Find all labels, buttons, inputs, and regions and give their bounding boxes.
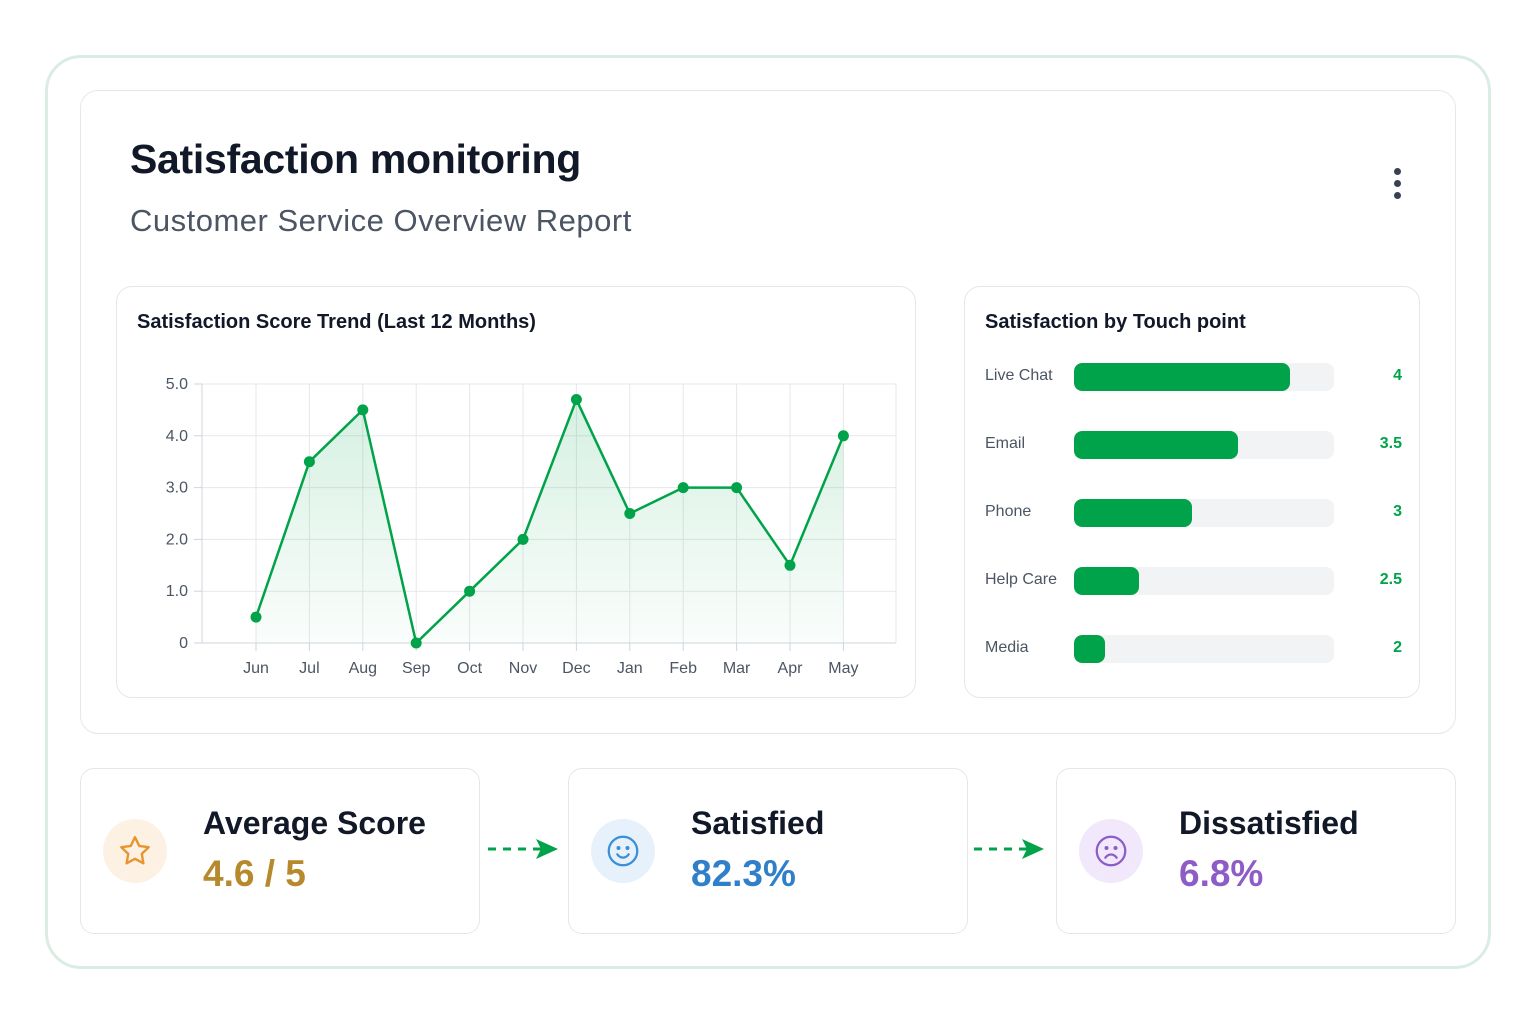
bar-label: Email [985,435,1026,452]
y-tick-label: 4.0 [166,428,188,445]
x-tick-label: Aug [349,660,377,677]
touchpoint-bar-row: Phone 3 [985,499,1405,529]
touchpoint-chart-panel: Satisfaction by Touch point Live Chat 4 Em… [964,286,1420,698]
page-subtitle: Customer Service Overview Report [130,203,632,238]
y-tick-label: 0 [179,635,188,652]
satisfied-label: Satisfied [691,805,825,841]
trend-chart-title: Satisfaction Score Trend (Last 12 Months… [137,311,536,333]
data-point [731,482,743,494]
bar-label: Live Chat [985,367,1053,384]
more-vertical-icon [1393,167,1401,175]
y-tick-label: 5.0 [166,376,188,393]
data-point [624,508,636,519]
data-point [570,394,582,406]
y-tick-label: 2.0 [166,531,188,548]
touchpoint-chart-title: Satisfaction by Touch point [985,311,1246,333]
data-point [250,611,262,623]
bar-value: 4 [1393,367,1402,384]
bar-value: 2.5 [1379,571,1402,588]
data-point [357,404,369,416]
bar-track [1074,567,1334,595]
x-tick-label: Oct [457,660,482,677]
series-area [256,399,844,643]
touchpoint-bar-row: Help Care 2.5 [985,567,1405,597]
data-point [410,637,422,649]
smile-icon [591,819,655,883]
touchpoint-bar-row: Email 3.5 [985,431,1405,461]
data-point [464,585,476,597]
average-score-label: Average Score [203,805,426,841]
bar-label: Help Care [985,571,1058,588]
dissatisfied-card: Dissatisfied 6.8% [1056,768,1456,934]
average-score-value: 4.6 / 5 [203,853,306,894]
dissatisfied-value: 6.8% [1179,853,1264,894]
bar-label: Phone [985,503,1032,520]
x-tick-label: Dec [562,660,590,677]
x-tick-label: Apr [778,660,804,677]
dissatisfied-label: Dissatisfied [1179,805,1359,841]
bar-track [1074,363,1334,391]
x-tick-label: Mar [723,660,751,677]
bar-label: Media [985,639,1029,656]
series-line [254,398,845,645]
bar-track [1074,635,1334,663]
trend-chart-panel: Satisfaction Score Trend (Last 12 Months… [116,286,916,698]
trend-chart: 0 1.0 2.0 3.0 4.0 5.0 Jun Jul Aug Sep Oct Nov Dec Jan… [166,376,897,677]
bar-value: 2 [1393,639,1402,656]
more-vertical-icon-dot [1393,179,1401,187]
frown-icon [1079,819,1143,883]
satisfied-value: 82.3% [691,853,796,894]
touchpoint-bar-row: Live Chat 4 [985,363,1405,393]
x-tick-label: May [828,660,858,677]
x-tick-label: Jan [617,660,643,677]
bar-fill [1074,499,1193,527]
y-tick-label: 1.0 [166,583,188,600]
data-point [837,430,849,442]
x-tick-label: Nov [509,660,537,677]
average-score-card: Average Score 4.6 / 5 [80,768,480,934]
x-tick-label: Jun [243,660,269,677]
x-tick-label: Jul [299,660,319,677]
bar-value: 3.5 [1379,435,1402,452]
bar-fill [1074,567,1139,595]
bar-fill [1074,635,1106,663]
data-point [517,533,529,545]
flow-arrow-icon [974,839,1044,859]
data-point [784,559,796,571]
bar-fill [1074,363,1290,391]
bar-fill [1074,431,1238,459]
y-tick-label: 3.0 [166,480,188,497]
x-tick-label: Feb [669,660,697,677]
data-point [677,482,689,494]
bar-track [1074,431,1334,459]
touchpoint-bar-row: Media 2 [985,635,1405,665]
flow-arrow-icon [488,839,558,859]
more-vertical-icon-dot [1393,191,1401,199]
page-title: Satisfaction monitoring [130,136,581,182]
data-point [303,456,315,468]
bar-track [1074,499,1334,527]
star-icon [103,819,167,883]
more-options-button[interactable] [1380,162,1414,204]
bar-value: 3 [1393,503,1402,520]
satisfied-card: Satisfied 82.3% [568,768,968,934]
x-tick-label: Sep [402,660,431,677]
